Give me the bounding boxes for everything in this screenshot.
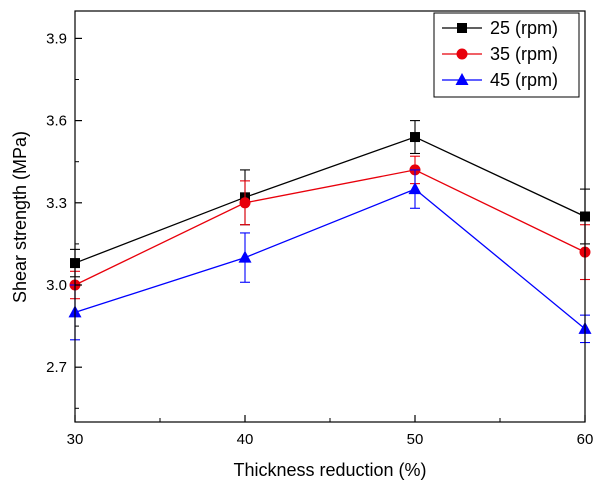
legend-label: 25 (rpm) bbox=[490, 18, 558, 38]
legend: 25 (rpm) 35 (rpm) 45 (rpm) bbox=[433, 12, 580, 98]
series-line bbox=[74, 136, 586, 264]
y-axis-title: Shear strength (MPa) bbox=[10, 131, 30, 303]
legend-label: 45 (rpm) bbox=[490, 70, 558, 90]
x-tick-label: 50 bbox=[407, 431, 424, 448]
y-tick-label: 3.9 bbox=[46, 30, 67, 47]
data-point bbox=[408, 182, 422, 195]
series-0 bbox=[70, 120, 590, 278]
x-tick-label: 30 bbox=[67, 431, 84, 448]
legend-marker bbox=[455, 73, 469, 85]
series-2 bbox=[68, 169, 592, 344]
x-tick-label: 40 bbox=[237, 431, 254, 448]
x-tick-label: 60 bbox=[577, 431, 594, 448]
axes: 30 40 50 60 2.7 3.0 3.3 3.6 3.9 bbox=[46, 10, 594, 448]
series-1 bbox=[69, 155, 591, 300]
series-line bbox=[74, 169, 586, 286]
legend-label: 35 (rpm) bbox=[490, 44, 558, 64]
data-point bbox=[410, 132, 420, 143]
y-tick-label: 3.6 bbox=[46, 113, 67, 130]
legend-marker bbox=[457, 23, 467, 33]
plot-area bbox=[68, 120, 592, 344]
y-tick-label: 3.3 bbox=[46, 195, 67, 212]
data-point bbox=[238, 250, 252, 263]
y-tick-label: 2.7 bbox=[46, 359, 67, 376]
series-line bbox=[74, 188, 586, 330]
y-tick-label: 3.0 bbox=[46, 277, 67, 294]
legend-marker bbox=[456, 48, 468, 60]
data-point bbox=[239, 197, 251, 209]
x-axis-title: Thickness reduction (%) bbox=[233, 460, 426, 480]
